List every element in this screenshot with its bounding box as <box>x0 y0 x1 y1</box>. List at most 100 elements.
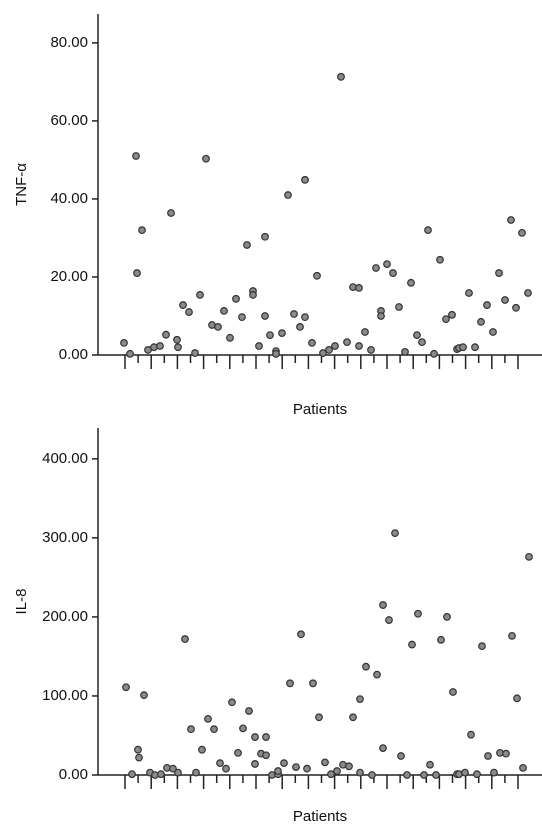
y-tick-label: 60.00 <box>50 112 88 129</box>
data-point <box>234 748 242 757</box>
data-point <box>191 349 199 357</box>
data-point <box>255 342 263 350</box>
data-point <box>187 725 195 734</box>
data-point <box>303 764 311 773</box>
data-point <box>478 642 486 651</box>
data-point <box>377 312 385 320</box>
data-point <box>325 346 333 354</box>
data-point <box>319 349 327 357</box>
data-point <box>202 154 210 163</box>
data-point <box>343 338 351 347</box>
data-point <box>157 770 165 779</box>
data-point <box>315 713 323 722</box>
data-point <box>308 339 316 347</box>
data-point <box>379 601 387 609</box>
data-point <box>403 771 411 779</box>
data-point <box>413 331 421 340</box>
data-point <box>361 328 369 336</box>
data-point <box>448 310 456 319</box>
data-point <box>373 670 381 679</box>
data-point <box>243 241 251 249</box>
data-point <box>484 752 492 760</box>
data-point <box>204 714 212 723</box>
x-axis-title: Patients <box>293 401 347 418</box>
data-point <box>395 303 403 311</box>
data-point <box>286 679 294 688</box>
data-point <box>301 175 309 184</box>
data-point <box>173 335 181 344</box>
data-point <box>443 613 451 621</box>
data-point <box>301 313 309 322</box>
data-point <box>512 303 520 312</box>
data-point <box>262 751 270 760</box>
data-point <box>280 759 288 768</box>
y-tick-label: 400.00 <box>42 450 88 467</box>
data-point <box>383 260 391 268</box>
data-point <box>196 291 204 299</box>
y-tick-label: 200.00 <box>42 608 88 625</box>
data-point <box>495 269 503 277</box>
data-point <box>313 271 321 280</box>
data-point <box>167 209 175 217</box>
data-point <box>216 759 224 768</box>
y-tick-label: 0.00 <box>59 346 88 363</box>
data-point <box>372 264 380 272</box>
data-point <box>385 616 393 624</box>
data-point <box>192 768 200 777</box>
data-point <box>331 342 339 350</box>
data-point <box>414 609 422 618</box>
data-point <box>437 635 445 644</box>
data-point <box>261 312 269 320</box>
data-point <box>490 768 498 777</box>
data-point <box>333 767 341 775</box>
data-point <box>290 310 298 318</box>
data-point <box>261 232 269 241</box>
data-point <box>132 152 140 160</box>
data-point <box>461 768 469 777</box>
data-point <box>430 349 438 358</box>
data-point <box>501 296 509 304</box>
data-point <box>232 294 240 303</box>
data-point <box>524 289 532 297</box>
data-point <box>483 301 491 309</box>
data-point <box>418 338 426 347</box>
data-point <box>309 679 317 688</box>
data-point <box>489 328 497 336</box>
data-point <box>284 191 292 199</box>
data-point <box>442 315 450 324</box>
data-point <box>424 226 432 235</box>
data-point <box>266 331 274 340</box>
data-point <box>367 346 375 354</box>
data-point <box>214 323 222 331</box>
data-point <box>355 342 363 350</box>
y-tick-label: 40.00 <box>50 190 88 207</box>
data-point <box>389 269 397 277</box>
data-point <box>249 291 257 299</box>
data-point <box>272 349 280 358</box>
data-point <box>135 753 143 762</box>
data-point <box>473 770 481 779</box>
data-point <box>465 289 473 297</box>
data-point <box>337 72 345 81</box>
data-point <box>251 733 259 741</box>
data-point <box>432 771 440 779</box>
data-point <box>397 752 405 760</box>
data-point <box>222 764 230 773</box>
data-point <box>181 635 189 643</box>
data-point <box>355 283 363 292</box>
y-tick-label: 20.00 <box>50 268 88 285</box>
data-point <box>368 771 376 779</box>
data-point <box>321 758 329 767</box>
data-point <box>134 745 142 754</box>
data-point <box>239 724 247 733</box>
data-point <box>407 278 415 287</box>
data-point <box>278 329 286 338</box>
data-point <box>408 640 416 649</box>
data-point <box>436 255 444 264</box>
data-point <box>226 333 234 342</box>
data-point <box>296 323 304 331</box>
data-point <box>345 762 353 771</box>
data-point <box>156 342 164 350</box>
data-point <box>245 707 253 715</box>
data-point <box>228 698 236 707</box>
